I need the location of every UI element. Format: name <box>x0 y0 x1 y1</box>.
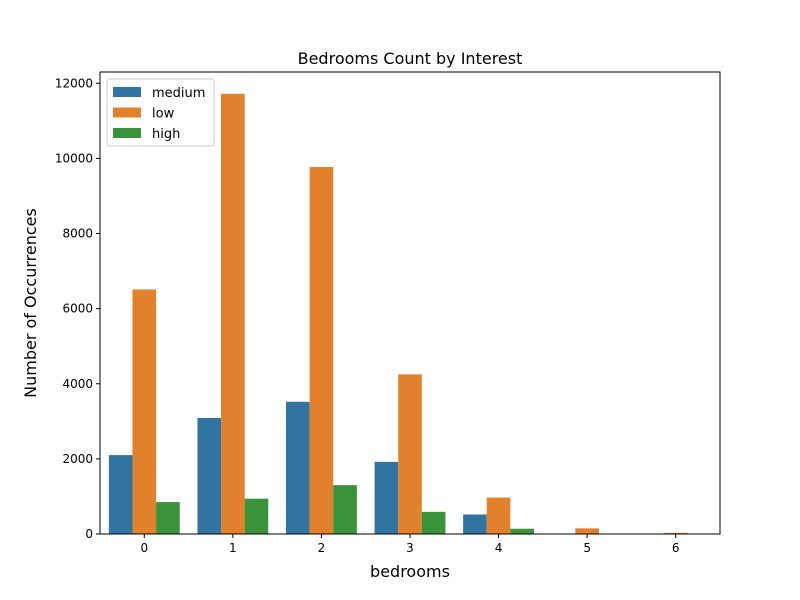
y-tick-label: 10000 <box>55 151 93 165</box>
bar-high-4 <box>510 528 534 534</box>
bar-low-1 <box>221 93 245 534</box>
bar-medium-4 <box>463 514 487 534</box>
legend-label-high: high <box>152 127 180 142</box>
x-tick-label: 4 <box>495 541 503 555</box>
bar-medium-1 <box>197 417 222 534</box>
y-tick-label: 0 <box>85 527 93 541</box>
x-tick-label: 2 <box>318 541 326 555</box>
legend-label-medium: medium <box>152 86 205 101</box>
y-tick-label: 2000 <box>62 452 93 466</box>
bar-low-5 <box>575 528 599 534</box>
bar-low-0 <box>132 289 157 534</box>
bar-medium-2 <box>286 401 310 534</box>
bar-low-2 <box>309 167 334 534</box>
x-axis-label: bedrooms <box>370 562 450 581</box>
y-tick-label: 4000 <box>62 377 93 391</box>
x-tick-label: 3 <box>406 541 414 555</box>
legend: medium low high <box>106 78 215 147</box>
y-tick-label: 6000 <box>62 302 93 316</box>
x-tick-label: 0 <box>140 541 148 555</box>
axes-group: 0 1 2 3 4 5 6 0 2000 4000 6000 8000 10000 12000 <box>55 71 721 555</box>
bar-medium-3 <box>374 461 399 534</box>
x-tick-label: 6 <box>672 541 680 555</box>
legend-swatch-low <box>113 107 141 118</box>
bars-group <box>108 93 688 534</box>
bar-medium-0 <box>108 455 133 534</box>
bar-high-0 <box>156 502 180 534</box>
bar-high-1 <box>244 498 269 534</box>
legend-swatch-medium <box>113 87 141 97</box>
bar-high-2 <box>333 485 357 534</box>
y-tick-label: 8000 <box>62 227 93 241</box>
bar-high-3 <box>421 511 446 534</box>
chart-title: Bedrooms Count by Interest <box>298 49 523 68</box>
bar-low-4 <box>486 497 511 534</box>
y-tick-label: 12000 <box>55 76 93 90</box>
x-tick-label: 5 <box>583 541 591 555</box>
legend-label-low: low <box>152 107 175 122</box>
x-tick-label: 1 <box>229 541 237 555</box>
y-axis-label: Number of Occurrences <box>21 208 40 398</box>
legend-swatch-high <box>113 128 141 138</box>
bar-low-6 <box>663 532 688 534</box>
bar-low-3 <box>398 374 422 534</box>
